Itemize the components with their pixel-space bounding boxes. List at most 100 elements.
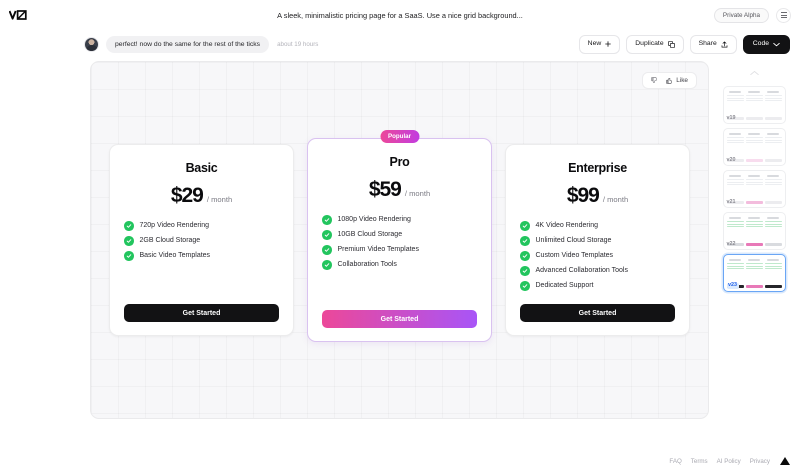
plan-price: $29	[170, 184, 204, 207]
version-thumbnail-v21[interactable]: v21	[722, 170, 786, 208]
check-icon	[520, 251, 530, 261]
feature-label: Custom Video Templates	[535, 252, 614, 260]
check-icon	[520, 236, 530, 246]
version-label: v21	[726, 198, 736, 205]
thumb-col	[745, 259, 763, 288]
like-button[interactable]: Like	[663, 76, 691, 85]
thumb-col	[726, 175, 744, 204]
thumb-col	[745, 175, 763, 204]
share-button[interactable]: Share	[689, 35, 737, 54]
prompt-title: A sleek, minimalistic pricing page for a…	[277, 10, 523, 20]
plan-title: Basic	[185, 161, 218, 175]
get-started-button[interactable]: Get Started	[322, 310, 477, 328]
check-icon	[124, 251, 134, 261]
check-icon	[520, 266, 530, 276]
chat-timestamp: about 19 hours	[277, 41, 319, 48]
version-thumbnail-v22[interactable]: v22	[722, 212, 786, 250]
action-buttons: New Duplicate Share Code	[578, 35, 790, 54]
check-icon	[322, 260, 332, 270]
new-button[interactable]: New	[578, 35, 621, 54]
feature-label: 2GB Cloud Storage	[139, 237, 201, 245]
chat-message: perfect! now do the same for the rest of…	[106, 36, 270, 53]
feature-item: Advanced Collaboration Tools	[520, 266, 675, 276]
feature-item: 1080p Video Rendering	[322, 215, 477, 225]
feature-label: 10GB Cloud Storage	[337, 231, 403, 239]
footer-link-ai-policy[interactable]: AI Policy	[716, 457, 741, 465]
plan-price-line: $29 / month	[124, 184, 279, 208]
feature-item: 4K Video Rendering	[520, 221, 675, 231]
version-label: v20	[726, 156, 736, 163]
code-button-label: Code	[752, 40, 769, 48]
feature-list: 4K Video Rendering Unlimited Cloud Stora…	[520, 221, 675, 291]
thumbs-down-icon[interactable]	[648, 76, 661, 85]
plan-price: $99	[566, 184, 600, 207]
version-thumbnail-v23[interactable]: v23	[722, 254, 786, 292]
feature-list: 1080p Video Rendering 10GB Cloud Storage…	[322, 215, 477, 270]
version-label: v22	[726, 240, 736, 247]
feature-label: Advanced Collaboration Tools	[535, 267, 629, 275]
thumb-col	[764, 133, 782, 162]
feature-label: 1080p Video Rendering	[337, 216, 411, 224]
plan-title: Enterprise	[568, 161, 627, 175]
feature-item: Custom Video Templates	[520, 251, 675, 261]
thumb-col	[745, 133, 763, 162]
get-started-button[interactable]: Get Started	[124, 304, 279, 322]
thumb-col	[764, 217, 782, 246]
feature-item: Dedicated Support	[520, 281, 675, 291]
thumb-col	[764, 91, 782, 120]
popular-badge: Popular	[379, 130, 420, 143]
feature-item: 720p Video Rendering	[124, 221, 279, 231]
feature-label: Collaboration Tools	[337, 261, 397, 269]
version-history-sidebar: v19 v20 v21 v22	[718, 59, 790, 450]
feature-list: 720p Video Rendering 2GB Cloud Storage B…	[124, 221, 279, 261]
preview-canvas: Like Basic $29 / month	[90, 61, 709, 419]
footer-link-privacy[interactable]: Privacy	[749, 457, 770, 465]
feedback-group: Like	[642, 72, 697, 89]
get-started-button[interactable]: Get Started	[520, 304, 675, 322]
pricing-card-enterprise: Enterprise $99 / month 4K Video Renderin…	[505, 144, 690, 336]
version-thumbnail-v19[interactable]: v19	[722, 86, 786, 124]
pricing-card-pro: Popular Pro $59 / month 1080p Video Rend…	[307, 130, 492, 342]
top-bar-right: Private Alpha	[713, 7, 791, 23]
hamburger-menu-icon[interactable]	[776, 7, 791, 23]
version-label: v19	[726, 114, 736, 121]
chevron-down-icon	[773, 42, 780, 47]
feature-item: 10GB Cloud Storage	[322, 230, 477, 240]
top-bar: A sleek, minimalistic pricing page for a…	[0, 0, 800, 30]
private-alpha-badge: Private Alpha	[713, 7, 769, 23]
feature-item: Unlimited Cloud Storage	[520, 236, 675, 246]
chevron-up-icon[interactable]	[749, 63, 759, 81]
new-button-label: New	[587, 40, 602, 48]
vercel-triangle-logo[interactable]	[780, 457, 790, 465]
duplicate-button[interactable]: Duplicate	[626, 35, 684, 54]
hamburger-lines	[780, 12, 787, 18]
feature-item: Collaboration Tools	[322, 260, 477, 270]
version-thumbnail-v20[interactable]: v20	[722, 128, 786, 166]
footer-link-terms[interactable]: Terms	[690, 457, 708, 465]
action-row: perfect! now do the same for the rest of…	[0, 30, 800, 59]
footer: FAQ Terms AI Policy Privacy	[0, 450, 800, 472]
v0-logo[interactable]	[9, 9, 29, 21]
thumb-col	[726, 91, 744, 120]
check-icon	[124, 236, 134, 246]
thumb-col	[726, 217, 744, 246]
pricing-section: Basic $29 / month 720p Video Rendering	[91, 62, 708, 418]
canvas-wrapper: Like Basic $29 / month	[10, 59, 718, 450]
code-button[interactable]: Code	[742, 35, 790, 54]
feature-item: Basic Video Templates	[124, 251, 279, 261]
plan-period: / month	[404, 189, 431, 198]
feature-label: 720p Video Rendering	[139, 222, 210, 230]
user-avatar	[84, 37, 99, 52]
thumb-col	[745, 217, 763, 246]
version-label: v23	[726, 282, 739, 289]
plan-period: / month	[206, 195, 233, 204]
thumb-col	[745, 91, 763, 120]
feature-label: Dedicated Support	[535, 282, 594, 290]
like-label: Like	[676, 77, 688, 84]
footer-link-faq[interactable]: FAQ	[669, 457, 682, 465]
feature-item: Premium Video Templates	[322, 245, 477, 255]
share-upload-icon	[721, 41, 728, 48]
check-icon	[322, 230, 332, 240]
share-button-label: Share	[698, 40, 717, 48]
